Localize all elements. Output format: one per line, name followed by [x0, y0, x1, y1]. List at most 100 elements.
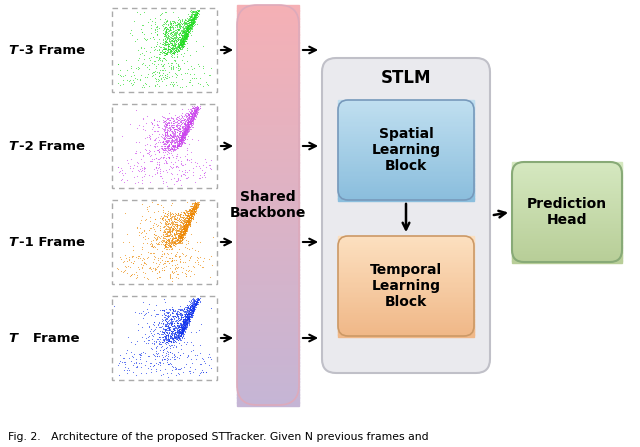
- Point: [175, 320, 186, 328]
- Point: [172, 120, 182, 127]
- Point: [159, 143, 169, 150]
- Point: [177, 234, 187, 241]
- Point: [175, 45, 185, 52]
- Point: [191, 300, 201, 308]
- Point: [173, 236, 183, 244]
- Point: [165, 126, 175, 133]
- Point: [165, 163, 175, 170]
- Point: [119, 354, 129, 361]
- Bar: [512, 239, 622, 241]
- Point: [145, 224, 155, 232]
- Point: [181, 319, 191, 326]
- Point: [140, 331, 150, 338]
- Bar: [338, 150, 474, 152]
- Point: [176, 134, 186, 141]
- Point: [165, 127, 175, 134]
- Point: [173, 370, 183, 377]
- Point: [160, 333, 170, 340]
- Point: [172, 333, 182, 340]
- Point: [159, 129, 170, 136]
- Point: [166, 144, 177, 152]
- Point: [175, 329, 185, 337]
- Point: [193, 199, 203, 206]
- Point: [167, 136, 177, 143]
- Point: [152, 223, 163, 230]
- Point: [172, 141, 182, 148]
- Point: [174, 237, 184, 245]
- Point: [179, 133, 189, 140]
- Point: [161, 49, 171, 56]
- Point: [179, 221, 189, 228]
- Point: [177, 234, 187, 241]
- Point: [179, 320, 189, 327]
- Point: [160, 124, 170, 131]
- Point: [192, 203, 202, 210]
- Point: [178, 325, 188, 333]
- Point: [171, 225, 181, 232]
- Point: [187, 16, 197, 23]
- Point: [150, 326, 161, 333]
- Point: [173, 116, 183, 123]
- Point: [182, 28, 192, 35]
- Point: [188, 15, 198, 22]
- Point: [146, 119, 156, 126]
- Point: [175, 328, 186, 335]
- Point: [156, 324, 166, 331]
- Point: [173, 43, 184, 51]
- Point: [183, 26, 193, 34]
- Point: [187, 21, 197, 28]
- Point: [180, 244, 190, 251]
- Point: [164, 254, 174, 261]
- Point: [168, 342, 179, 349]
- Point: [179, 127, 189, 134]
- Point: [148, 231, 159, 238]
- Point: [170, 128, 180, 135]
- Point: [179, 224, 189, 231]
- Point: [179, 127, 189, 135]
- Point: [173, 156, 184, 163]
- Point: [182, 135, 192, 143]
- Point: [181, 32, 191, 39]
- Point: [179, 320, 189, 327]
- Point: [159, 29, 170, 36]
- Point: [177, 231, 188, 238]
- Point: [167, 48, 177, 55]
- Point: [185, 26, 195, 33]
- Point: [186, 121, 196, 128]
- Point: [161, 245, 172, 253]
- Point: [176, 233, 186, 240]
- Point: [168, 222, 178, 229]
- Point: [181, 125, 191, 132]
- Point: [173, 315, 184, 322]
- Point: [181, 314, 191, 321]
- Point: [179, 171, 189, 178]
- Point: [153, 257, 163, 264]
- Bar: [237, 224, 299, 227]
- Point: [189, 112, 200, 119]
- Point: [188, 171, 198, 178]
- Point: [184, 368, 194, 375]
- Point: [131, 149, 141, 156]
- Point: [170, 215, 180, 223]
- Point: [188, 304, 198, 312]
- Point: [176, 228, 186, 235]
- Point: [179, 325, 189, 332]
- Point: [173, 130, 184, 137]
- Point: [184, 305, 195, 312]
- Point: [182, 118, 192, 125]
- Point: [186, 18, 196, 25]
- Point: [166, 37, 176, 44]
- Point: [191, 203, 201, 211]
- Point: [180, 219, 191, 226]
- Point: [171, 37, 181, 44]
- Point: [192, 200, 202, 207]
- Point: [182, 113, 192, 120]
- Point: [172, 72, 182, 79]
- Point: [177, 324, 188, 331]
- Point: [146, 242, 156, 249]
- Point: [182, 313, 192, 320]
- Point: [173, 41, 183, 48]
- Point: [180, 321, 191, 329]
- Point: [177, 230, 187, 237]
- Point: [192, 14, 202, 21]
